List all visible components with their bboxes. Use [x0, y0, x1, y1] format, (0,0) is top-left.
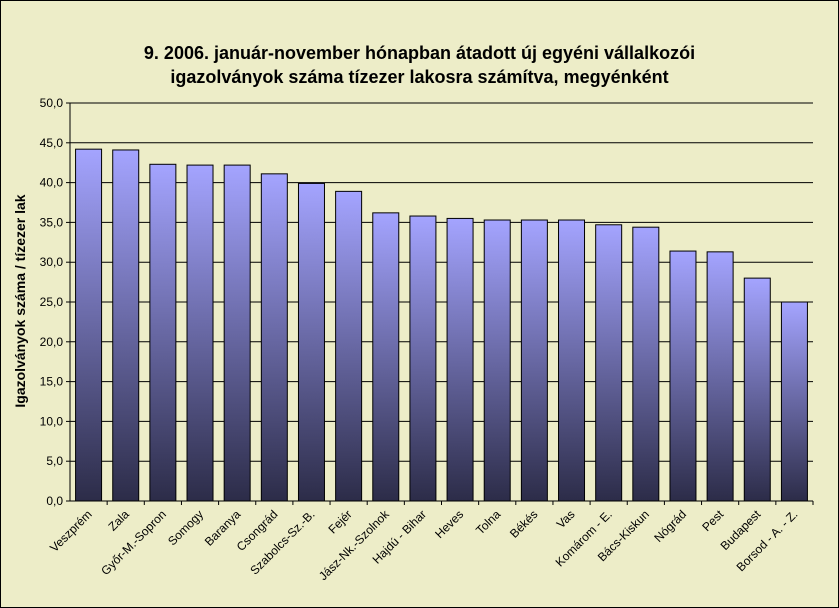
y-tick-label: 10,0: [40, 414, 64, 428]
bar: [743, 277, 771, 502]
x-tick-label: Szabolcs-Sz.-B.: [247, 507, 317, 577]
bar: [149, 163, 177, 502]
bar: [409, 215, 437, 502]
x-tick-label: Pest: [699, 507, 726, 534]
x-tick-label: Fejér: [326, 507, 355, 536]
bar: [632, 226, 660, 502]
bar: [260, 173, 288, 502]
bar: [446, 217, 474, 502]
y-tick-label: 20,0: [40, 335, 64, 349]
x-tick-label: Veszprém: [47, 507, 95, 555]
y-tick-labels: 0,0 5,0 10,0 15,0 20,0 25,0 30,0 35,0 40,0 45,0 50…: [40, 96, 64, 508]
y-tick-label: 30,0: [40, 255, 64, 269]
x-tick-label: Nógrád: [651, 507, 689, 545]
gridlines: [66, 102, 813, 502]
bar: [706, 251, 734, 502]
bar: [669, 250, 697, 502]
x-tick-label: Tolna: [473, 507, 503, 537]
bar: [372, 212, 400, 502]
y-tick-label: 25,0: [40, 295, 64, 309]
bar: [520, 219, 548, 502]
x-tick-label: Békés: [507, 507, 540, 540]
bars: [75, 148, 808, 502]
y-tick-label: 35,0: [40, 215, 64, 229]
y-axis-label: Igazolványok száma / tízezer lak: [12, 194, 28, 407]
y-tick-label: 45,0: [40, 136, 64, 150]
bar: [297, 182, 325, 502]
x-tick-label: Vas: [554, 507, 578, 531]
bar: [335, 190, 363, 502]
y-tick-label: 15,0: [40, 375, 64, 389]
bar: [483, 219, 511, 502]
x-tick-label: Győr-M.-Sopron: [98, 507, 169, 578]
y-tick-label: 50,0: [40, 96, 64, 110]
x-tick-label: Heves: [432, 507, 466, 541]
x-tick-label: Zala: [105, 507, 132, 534]
bar: [595, 224, 623, 502]
bar: [186, 164, 214, 502]
bar: [558, 219, 586, 502]
y-tick-label: 0,0: [46, 494, 63, 508]
bar: [780, 301, 808, 502]
chart-title: 9. 2006. január-november hónapban átadot…: [143, 43, 696, 87]
bar: [112, 149, 140, 502]
bar: [223, 164, 251, 502]
x-tick-labels: Veszprém ZalaGyőr-M.-SopronSomogyBaranyaC…: [47, 501, 814, 583]
y-tick-label: 40,0: [40, 176, 64, 190]
x-tick-label: Somogy: [165, 507, 206, 548]
bar: [75, 148, 103, 502]
y-tick-label: 5,0: [46, 454, 63, 468]
